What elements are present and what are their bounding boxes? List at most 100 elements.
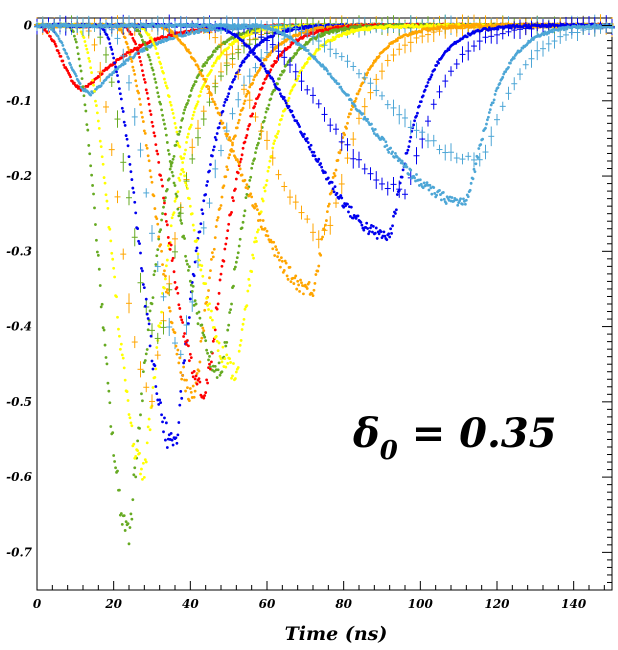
data-point: [134, 211, 138, 215]
data-point: [118, 92, 122, 96]
data-point: [216, 302, 220, 306]
data-point: [197, 310, 201, 314]
data-point: [184, 389, 187, 393]
data-point: [101, 81, 105, 85]
data-point: [195, 372, 199, 375]
data-point: [53, 42, 57, 46]
data-point: [115, 295, 118, 299]
data-point: [96, 253, 100, 257]
data-point: [166, 244, 170, 248]
data-point: [182, 335, 186, 338]
data-point: [117, 80, 120, 84]
data-point: [192, 83, 196, 86]
data-point: [93, 206, 96, 210]
data-point: [126, 144, 130, 148]
data-point: [116, 74, 119, 77]
data-point: [231, 196, 234, 199]
data-point: [208, 276, 211, 280]
data-point: [82, 94, 86, 98]
data-point: [112, 454, 116, 457]
data-point: [146, 328, 150, 332]
data-point: [142, 475, 146, 479]
data-point: [156, 152, 160, 156]
data-point: [136, 449, 140, 452]
data-point: [70, 66, 73, 69]
data-point: [193, 260, 197, 264]
data-point: [123, 378, 127, 382]
data-point: [178, 403, 182, 407]
data-point: [154, 367, 158, 371]
data-point: [192, 369, 196, 373]
data-point: [192, 274, 196, 278]
data-point: [88, 59, 92, 63]
data-point: [102, 176, 106, 179]
data-point: [257, 43, 261, 47]
data-point: [69, 63, 72, 67]
data-point: [151, 124, 155, 128]
data-point: [91, 184, 94, 187]
data-point: [61, 59, 65, 63]
data-point: [86, 85, 90, 88]
data-point: [187, 265, 191, 269]
data-point: [201, 326, 205, 330]
data-point: [173, 331, 177, 335]
data-point: [226, 95, 230, 99]
data-point: [219, 204, 223, 207]
data-point: [162, 40, 165, 44]
data-point: [148, 109, 152, 113]
data-point: [181, 321, 185, 324]
data-point: [141, 370, 145, 373]
data-point: [198, 380, 202, 384]
data-point: [248, 123, 252, 126]
data-point: [92, 192, 95, 196]
data-point: [185, 378, 188, 382]
data-point: [104, 356, 108, 359]
data-point: [60, 41, 64, 45]
data-point: [159, 243, 163, 247]
data-point: [189, 123, 193, 127]
data-point: [179, 172, 183, 176]
data-point: [164, 438, 167, 442]
data-point: [118, 334, 121, 338]
data-point: [182, 361, 186, 365]
data-point: [199, 222, 203, 226]
data-point: [155, 86, 159, 90]
data-point: [97, 267, 101, 271]
data-point: [170, 259, 174, 263]
data-point: [128, 526, 132, 529]
data-point: [83, 103, 87, 107]
data-point: [168, 167, 172, 171]
data-point: [56, 49, 60, 53]
data-point: [171, 157, 175, 161]
data-point: [74, 74, 78, 78]
data-point: [152, 273, 156, 277]
data-point: [158, 325, 162, 329]
data-point: [143, 458, 147, 462]
data-point: [223, 100, 227, 104]
series-10: [35, 22, 614, 379]
data-point: [146, 425, 150, 429]
data-point: [187, 322, 190, 326]
data-point: [87, 56, 91, 60]
data-point: [211, 339, 215, 343]
data-point: [157, 161, 161, 164]
data-point: [210, 251, 214, 255]
data-point: [150, 302, 154, 306]
data-point: [238, 113, 242, 116]
data-point: [206, 381, 209, 385]
data-point: [227, 92, 231, 96]
data-point: [172, 154, 176, 158]
data-point: [167, 152, 171, 156]
data-point: [121, 110, 125, 113]
data-point: [210, 360, 213, 364]
data-point: [75, 46, 79, 49]
data-point: [160, 310, 163, 314]
data-point: [120, 522, 124, 526]
data-point: [183, 108, 186, 112]
data-point: [92, 83, 95, 87]
data-point: [279, 53, 283, 57]
data-point: [177, 132, 181, 136]
data-point: [200, 323, 204, 327]
data-point: [170, 170, 174, 174]
data-point: [99, 84, 103, 88]
